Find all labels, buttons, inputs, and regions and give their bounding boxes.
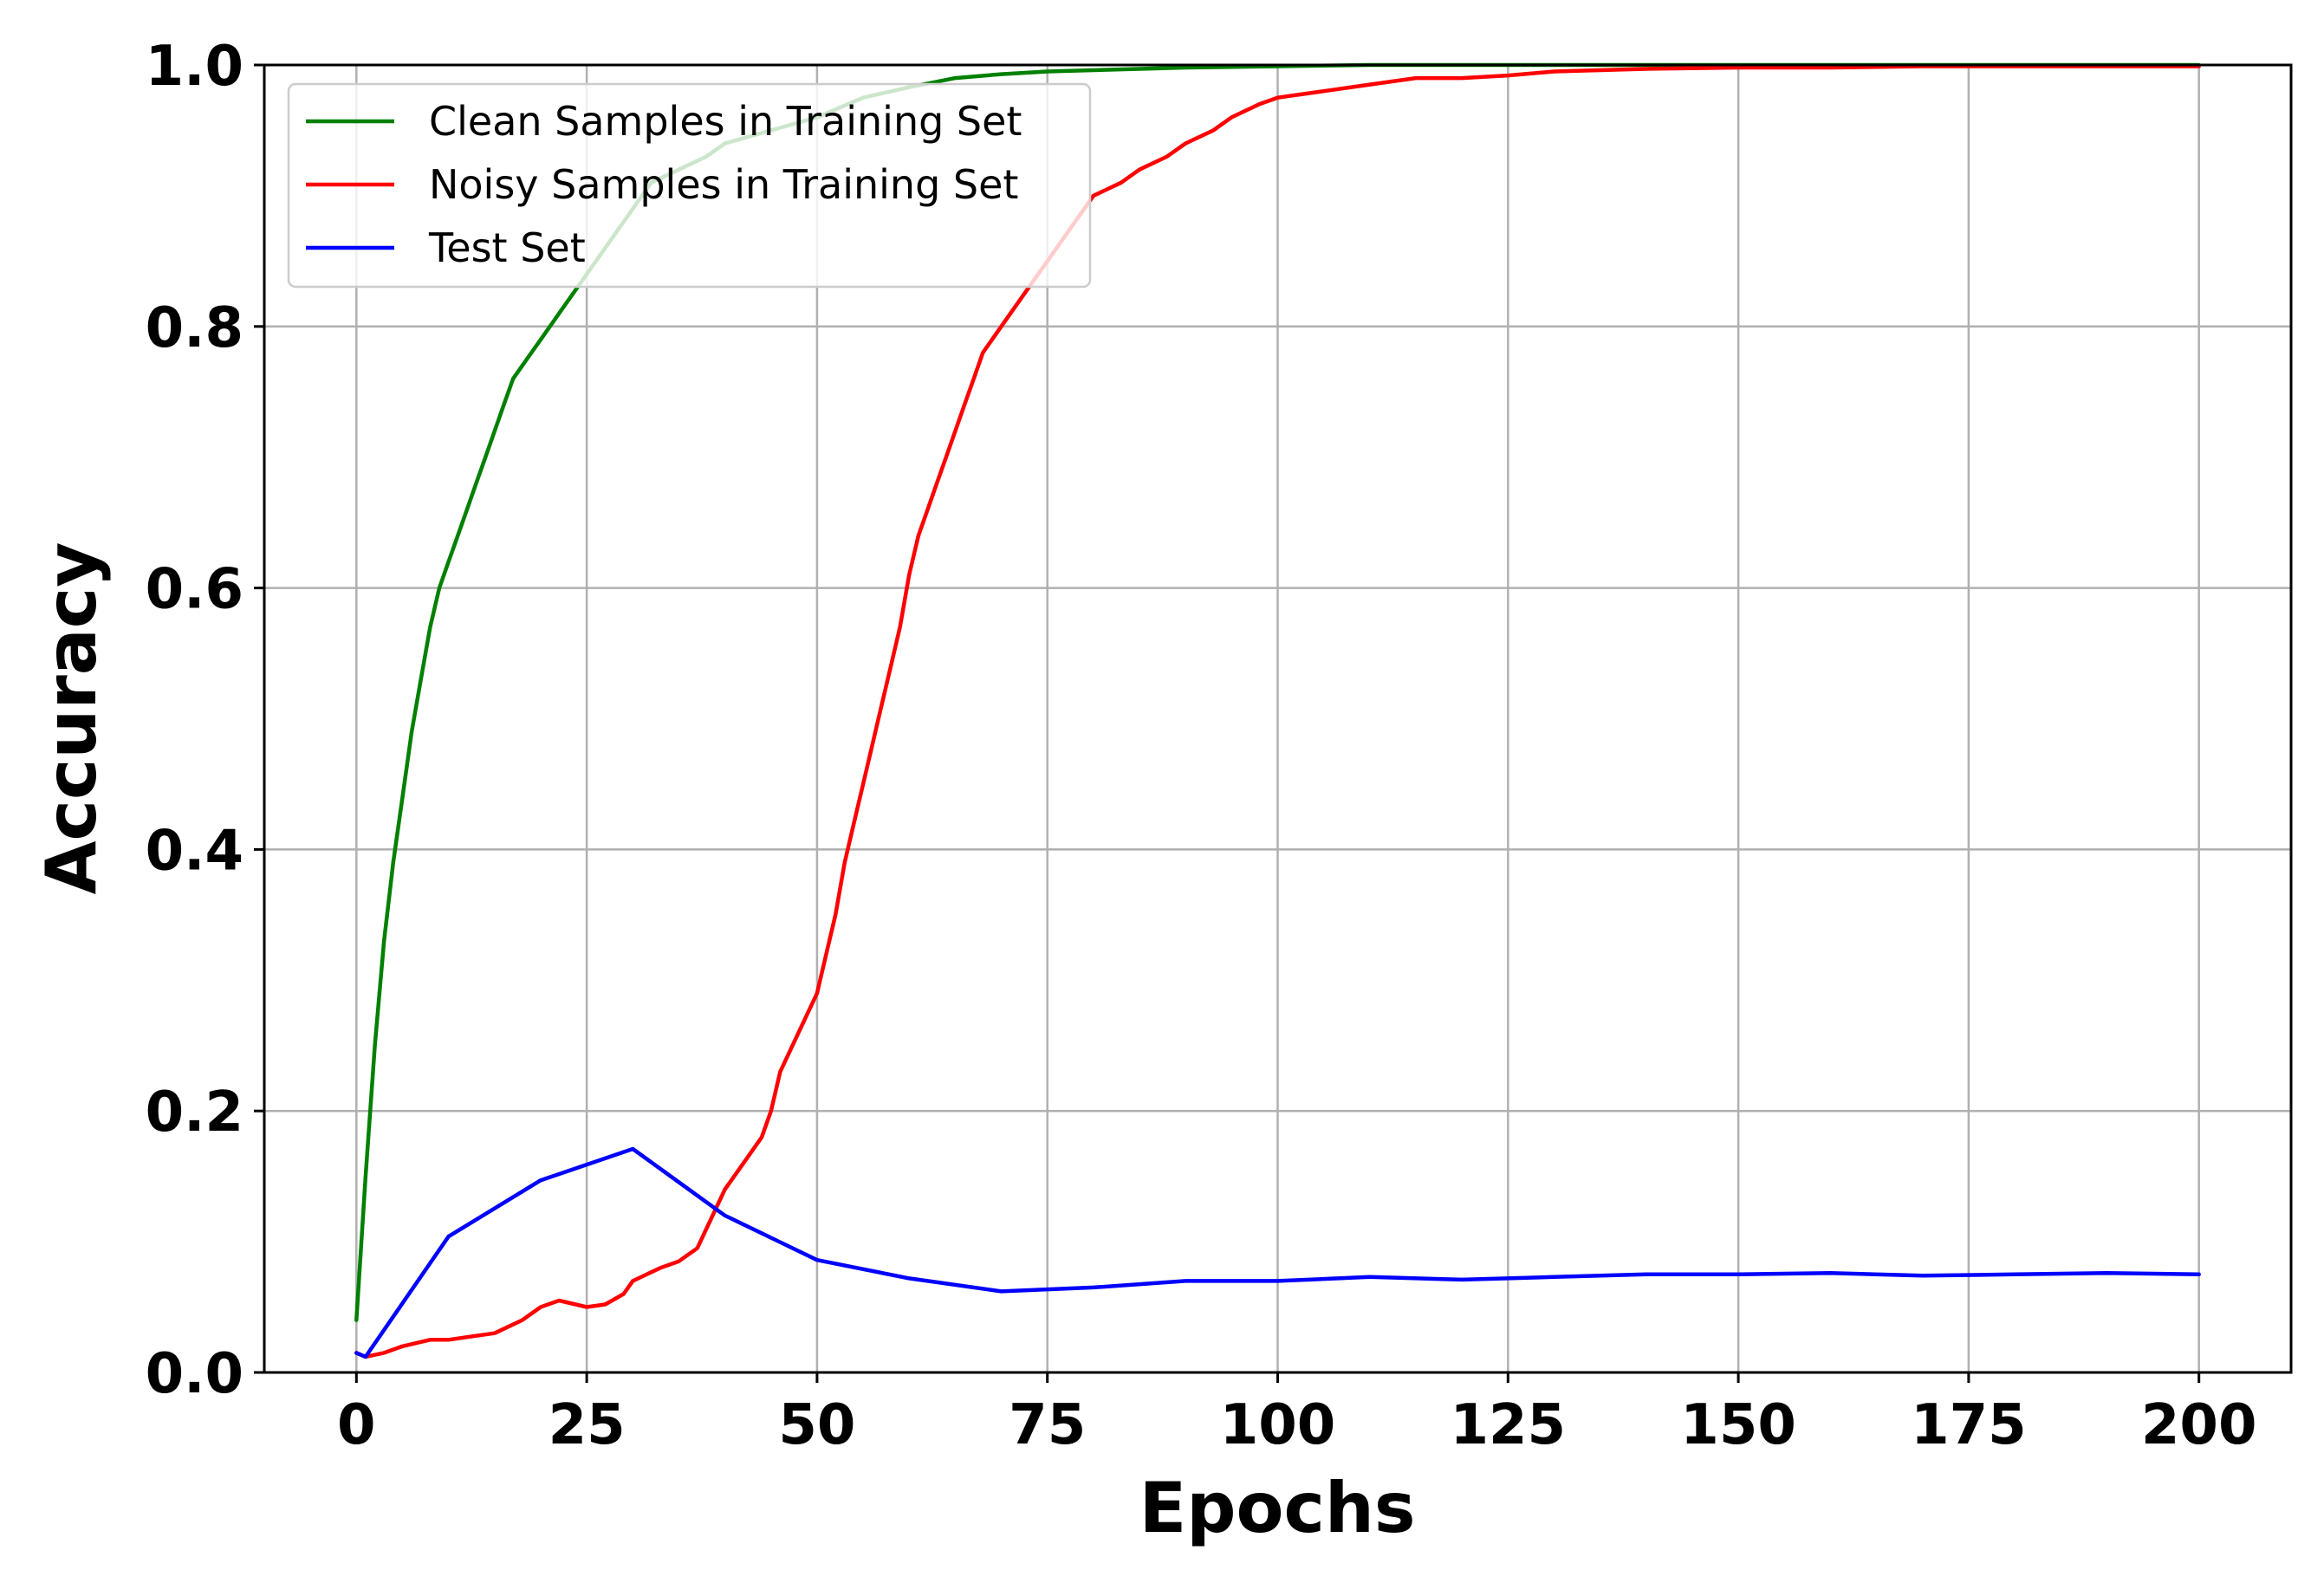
y-axis-title: Accuracy xyxy=(31,542,112,895)
y-tick-label: 0.2 xyxy=(146,1080,243,1145)
x-axis-title: Epochs xyxy=(1139,1468,1416,1548)
legend-label: Noisy Samples in Training Set xyxy=(429,161,1018,208)
x-tick-label: 100 xyxy=(1220,1393,1336,1457)
legend-label: Test Set xyxy=(428,224,586,271)
y-tick-label: 1.0 xyxy=(146,35,243,99)
x-tick-label: 125 xyxy=(1450,1393,1566,1457)
legend-box xyxy=(287,82,1092,289)
x-tick-label: 0 xyxy=(337,1393,376,1457)
y-tick-label: 0.4 xyxy=(146,819,243,883)
y-tick-label: 0.8 xyxy=(146,296,243,360)
legend-label: Clean Samples in Training Set xyxy=(429,98,1022,145)
x-tick-label: 25 xyxy=(549,1393,626,1457)
axis-ticks: 0 25 50 75 100 125 150 175 200 0.0 0.2 0.4 0.6 0.8 1.0 xyxy=(146,35,2257,1457)
x-tick-label: 200 xyxy=(2141,1393,2257,1457)
series-line-1 xyxy=(354,64,2201,1359)
grid-lines xyxy=(264,63,2291,1374)
series-line-2 xyxy=(354,1146,2201,1359)
x-tick-label: 50 xyxy=(778,1393,855,1457)
x-tick-label: 75 xyxy=(1009,1393,1086,1457)
x-tick-label: 150 xyxy=(1680,1393,1796,1457)
y-tick-label: 0.6 xyxy=(146,558,243,622)
legend: Clean Samples in Training Set Noisy Sampl… xyxy=(287,82,1092,289)
x-tick-label: 175 xyxy=(1911,1393,2027,1457)
y-tick-label: 0.0 xyxy=(146,1342,243,1406)
